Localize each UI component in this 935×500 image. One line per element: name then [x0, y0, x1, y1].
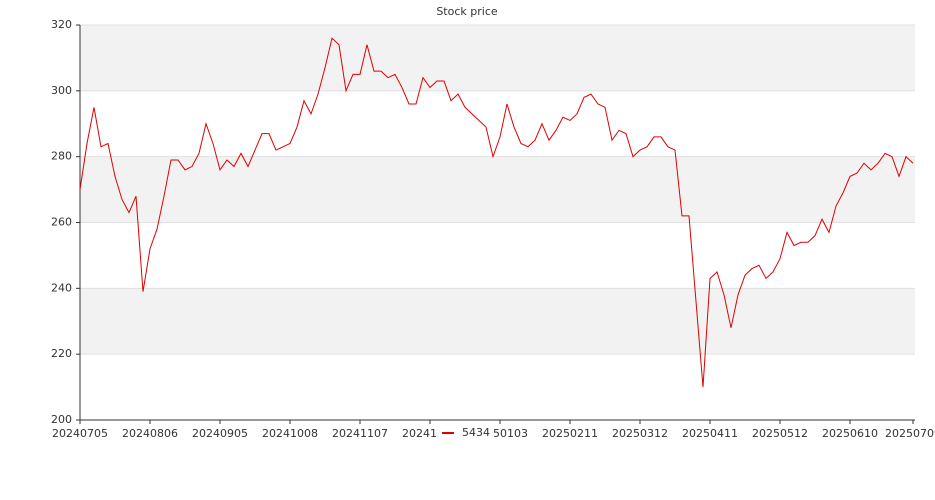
- x-tick-label: 20240705: [52, 427, 108, 440]
- x-tick-label: 20240905: [192, 427, 248, 440]
- x-tick-label: 20241008: [262, 427, 318, 440]
- x-tick-label: 20250709: [885, 427, 935, 440]
- x-tick-label: 20240806: [122, 427, 178, 440]
- price-line: [79, 37, 914, 388]
- y-tick-label: 200: [51, 413, 72, 426]
- x-tick-label: 20241107: [332, 427, 388, 440]
- background-band: [80, 25, 915, 91]
- x-tick-label: 20250512: [752, 427, 808, 440]
- x-tick-label: 20250312: [612, 427, 668, 440]
- legend-label: 5434: [462, 426, 490, 439]
- x-tick-label: 20250411: [682, 427, 738, 440]
- x-tick-label: 20250211: [542, 427, 598, 440]
- chart-title: Stock price: [436, 5, 498, 18]
- y-tick-label: 240: [51, 281, 72, 294]
- y-tick-label: 300: [51, 84, 72, 97]
- background-band: [80, 156, 915, 223]
- background-band: [80, 288, 915, 355]
- y-tick-label: 260: [51, 216, 72, 229]
- y-tick-label: 220: [51, 347, 72, 360]
- y-tick-label: 320: [51, 18, 72, 31]
- x-tick-label: 20250610: [822, 427, 878, 440]
- y-tick-label: 280: [51, 150, 72, 163]
- legend-box: [438, 425, 494, 441]
